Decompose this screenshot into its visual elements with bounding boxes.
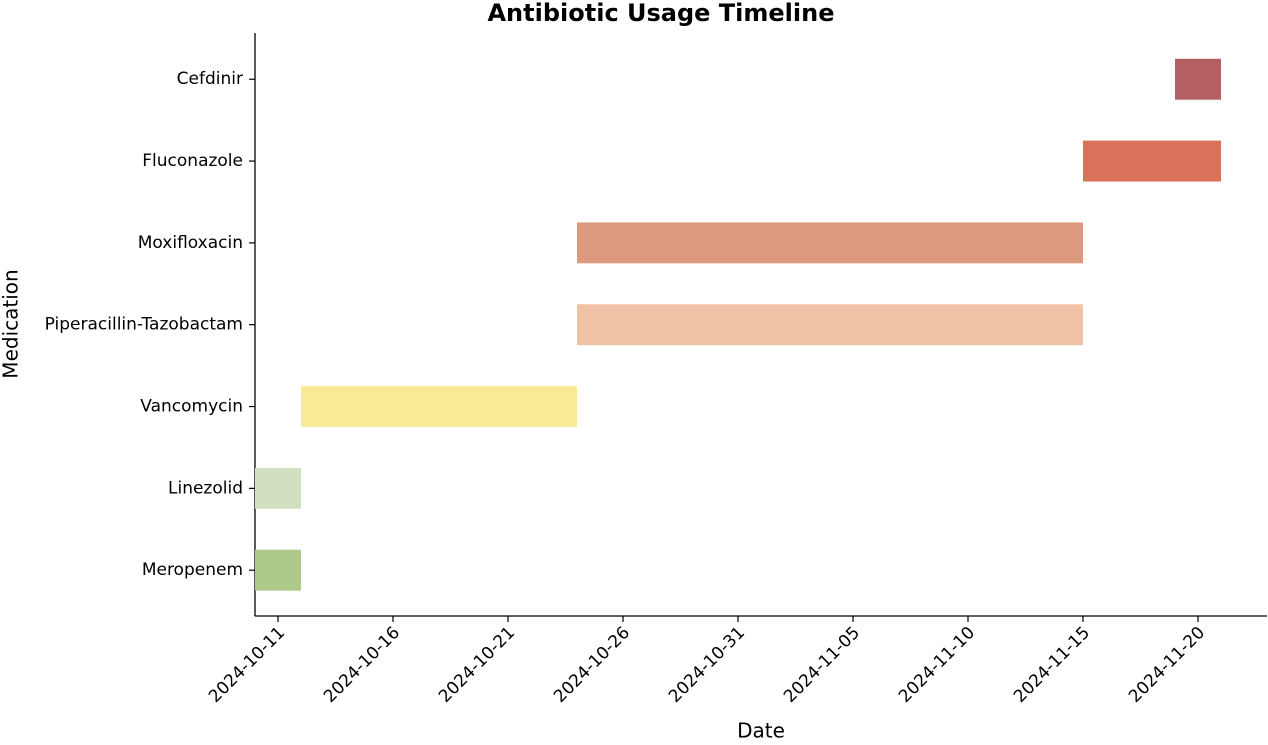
bar <box>1083 140 1221 182</box>
x-tick-label: 2024-10-11 <box>205 623 289 707</box>
y-axis-label: Medication <box>0 269 23 378</box>
bar <box>577 222 1083 264</box>
bar <box>1175 58 1221 100</box>
x-tick-label: 2024-10-31 <box>665 623 749 707</box>
x-tick-label: 2024-10-21 <box>435 623 519 707</box>
y-tick-label: Fluconazole <box>142 151 243 171</box>
x-tick-label: 2024-11-15 <box>1010 623 1094 707</box>
y-tick-label: Meropenem <box>142 560 243 580</box>
x-axis-label: Date <box>737 719 785 742</box>
y-tick-label: Linezolid <box>168 478 243 498</box>
y-tick-label: Piperacillin-Tazobactam <box>45 315 243 335</box>
bar <box>301 386 577 427</box>
x-tick-label: 2024-11-05 <box>780 623 864 707</box>
y-tick-label: Cefdinir <box>177 69 243 89</box>
y-tick-label: Moxifloxacin <box>138 233 243 253</box>
bar <box>577 304 1083 346</box>
x-tick-label: 2024-11-10 <box>895 623 979 707</box>
x-tick-label: 2024-10-16 <box>320 623 404 707</box>
bar <box>255 467 301 509</box>
x-tick-label: 2024-11-20 <box>1125 623 1209 707</box>
chart-title: Antibiotic Usage Timeline <box>487 0 834 27</box>
y-tick-label: Vancomycin <box>140 397 243 417</box>
bar <box>255 549 301 591</box>
x-tick-label: 2024-10-26 <box>550 623 634 707</box>
